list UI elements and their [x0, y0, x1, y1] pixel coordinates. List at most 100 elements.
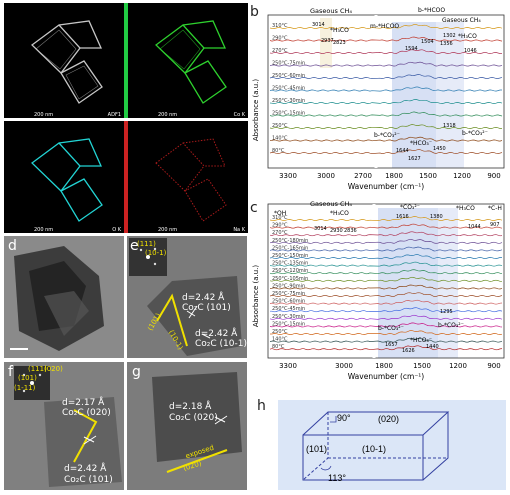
spectrum-b-trace-9: [269, 136, 503, 142]
spectrum-c-trace-label-12: 250°C-45min: [272, 306, 305, 312]
spectrum-b-trace-label-7: 250°C-15min: [272, 111, 305, 117]
tem-f-plane2: Co₂C (101): [64, 475, 113, 485]
edx-map-o: 200 nm O K: [4, 121, 124, 233]
spectrum-b-tick-3000: 3000: [317, 172, 335, 180]
spectrum-b-p1302: 1302: [443, 33, 456, 39]
spectrum-c-trace-label-14: 250°C-15min: [272, 321, 305, 327]
tem-f-plane1: Co₂C (020): [62, 408, 111, 418]
tem-e-d1: d=2.42 Å: [182, 293, 225, 303]
spectrum-c-trace-4: [269, 246, 503, 252]
spectrum-b-trace-7: [269, 111, 503, 117]
tem-image-e: (111) (10-1) d=2.42 Å Co₂C (101) d=2.42 …: [127, 236, 247, 358]
spectrum-c-trace-label-7: 250°C-120min: [272, 268, 308, 274]
spectrum-c-p1626: 1626: [402, 348, 415, 354]
spectrum-c-trace-16: [269, 337, 503, 343]
spectrum-c-p907: 907: [490, 222, 500, 228]
spectrum-b-tick-1500: 1500: [419, 172, 437, 180]
spectrum-c-co3: *CO₃²⁻: [400, 204, 420, 211]
spectrum-c-ylabel: Absorbance (a.u.): [252, 265, 260, 327]
spectrum-c-trace-3: [269, 238, 503, 244]
panel-label-f: f: [8, 364, 13, 380]
tem-g-texture: [127, 362, 247, 490]
spectrum-b-trace-1: [269, 36, 503, 42]
spectrum-c-p1380: 1380: [430, 214, 443, 220]
spectrum-c-trace-12: [270, 307, 503, 313]
map-divider-na: [124, 121, 128, 233]
spectrum-b-h3co: *H₃CO: [330, 27, 349, 34]
spectrum-c-p1657: 1657: [385, 342, 398, 348]
spectrum-c-trace-13: [269, 314, 503, 320]
spectrum-c-traces: [269, 216, 503, 351]
fft-f-111: (111): [28, 365, 47, 373]
spectrum-b-trace-label-6: 250°C-30min: [272, 98, 305, 104]
tem-e-plane1: Co₂C (101): [182, 303, 231, 313]
spectrum-c-trace-label-13: 250°C-30min: [272, 314, 305, 320]
panel-label-h: h: [257, 398, 266, 414]
spectrum-b-trace-6: [269, 99, 503, 104]
spectrum-c-trace-label-5: 250°C-150min: [272, 253, 308, 259]
spectrum-b-trace-8: [269, 124, 502, 129]
spectrum-b-trace-label-10: 80°C: [272, 148, 285, 154]
spectrum-b-traces: [269, 24, 503, 154]
crystal-box-diagram: [302, 411, 450, 481]
spectrum-c-p1044: 1044: [468, 224, 481, 230]
spectrum-c-trace-label-3: 250°C-180min: [272, 238, 308, 244]
spectrum-c-trace-5: [269, 254, 502, 259]
spectrum-b-p1627: 1627: [408, 156, 421, 162]
na-particle-image: [155, 138, 227, 222]
spectrum-b-h3co-right: *H₃CO: [458, 33, 477, 40]
tem-image-f: (111) (020) (101) (1-11) d=2.17 Å Co₂C (…: [4, 362, 124, 490]
spectrum-c-trace-14: [269, 322, 503, 328]
spectrum-b-trace-4: [269, 74, 503, 79]
spectrum-b-trace-label-1: 290°C: [272, 36, 288, 42]
tem-f-d1: d=2.17 Å: [62, 398, 105, 408]
spectrum-b-trace-2: [269, 49, 503, 54]
spectrum-b-p2937: 2937: [321, 38, 334, 44]
box-angle-bottom: 113°: [328, 473, 346, 483]
spectrum-c-trace-label-17: 80°C: [272, 344, 285, 350]
spectrum-c-trace-8: [269, 276, 502, 282]
tem-e-texture: [127, 236, 247, 358]
spectrum-b-p1504: 1504: [421, 39, 434, 45]
spectrum-c-trace-7: [269, 269, 503, 275]
spectrum-c-b-co3-right: b-*CO₃²⁻: [438, 322, 464, 329]
spectrum-c-trace-label-0: 310°C: [272, 215, 288, 221]
spectrum-c-trace-6: [269, 261, 503, 267]
spectrum-c-trace-label-15: 250°C: [272, 329, 288, 335]
spectrum-b-p1450: 1450: [433, 146, 446, 152]
spectrum-c-shade-1: [378, 208, 438, 358]
spectrum-b-b-hcoo: b-*HCOO: [418, 7, 445, 14]
spectrum-b-p1356: 1356: [440, 41, 453, 47]
spectrum-b-p1046: 1046: [464, 48, 477, 54]
tem-g-plane: Co₂C (020): [169, 413, 218, 423]
map-label-na: Na K: [233, 227, 245, 233]
spectrum-b-trace-labels: 310°C 290°C 270°C 250°C-75min 250°C-60min 250…: [272, 23, 305, 154]
fft-f-101: (101): [18, 374, 37, 382]
spectrum-c-p3014: 3014: [314, 226, 327, 232]
spectrum-b-frame: [267, 14, 505, 169]
spectrum-c-trace-10: [269, 292, 503, 297]
spectrum-b-tick-2700: 2700: [354, 172, 372, 180]
spectrum-c-frame: [267, 203, 505, 359]
box-face-top: (020): [378, 414, 400, 424]
spectrum-b-trace-label-9: 140°C: [272, 136, 288, 142]
spectrum-c-trace-label-2: 270°C: [272, 230, 288, 236]
spectrum-c-tick-3000: 3000: [335, 362, 353, 370]
spectrum-b-hco3: *HCO₃⁻: [410, 140, 432, 147]
spectrum-c-trace-label-11: 250°C-60min: [272, 299, 305, 305]
box-face-front: (10-1): [362, 444, 387, 454]
spectrum-c-trace-11: [269, 299, 503, 305]
spectrum-c-trace-label-8: 250°C-105min: [272, 276, 308, 282]
spectrum-c-trace-1: [269, 223, 503, 229]
box-face-left: (101): [306, 444, 328, 454]
fft-e-111: (111): [137, 240, 156, 248]
spectrum-b-tick-900: 900: [487, 172, 500, 180]
spectrum-b-tick-1800: 1800: [385, 172, 403, 180]
spectrum-b-tick-1200: 1200: [453, 172, 471, 180]
spectrum-b-p1318: 1318: [443, 123, 456, 129]
spectrum-b-trace-label-4: 250°C-60min: [272, 73, 305, 79]
spectrum-c-hco3: *HCO₃⁻: [410, 337, 432, 344]
spectrum-b-gaseous-ch4-left: Gaseous CH₄: [310, 7, 352, 15]
spectrum-c-ch: *C-H: [488, 205, 502, 212]
